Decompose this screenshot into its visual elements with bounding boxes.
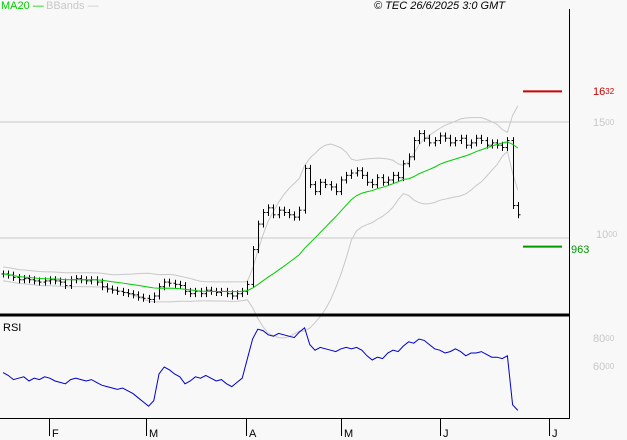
label-integer: 60 [593, 361, 606, 373]
label-integer: 15 [593, 117, 606, 129]
rsi-axis-label: 8000 [593, 333, 614, 345]
resistance-label: 1632 [593, 86, 614, 98]
label-decimals: 00 [605, 334, 615, 343]
rsi-line [2, 326, 519, 411]
month-label: A [249, 428, 257, 440]
month-label: J [443, 428, 449, 440]
bband-lower [2, 150, 519, 339]
bband-upper [2, 105, 519, 283]
copyright: © TEC 26/6/2025 3:0 GMT [374, 0, 505, 12]
month-label: J [552, 428, 558, 440]
label-integer: 80 [593, 333, 606, 345]
rsi-axis-label: 6000 [593, 361, 614, 373]
label-decimals: 00 [605, 118, 615, 127]
label-decimals: 00 [605, 362, 615, 371]
legend-ma20-label: MA20 [1, 0, 30, 12]
ma20-line [2, 141, 519, 293]
support-label: 963 [571, 244, 590, 256]
month-label: M [149, 428, 158, 440]
label-integer: 16 [593, 86, 606, 98]
label-decimals: 00 [608, 230, 618, 239]
price-axis-label: 1000 [596, 229, 617, 241]
month-label: F [52, 428, 59, 440]
legend-bbands-label: BBands [46, 0, 85, 12]
price-axis-label: 1500 [593, 117, 614, 129]
label-decimals: 32 [605, 87, 615, 96]
legend-bbands: BBands — [46, 0, 99, 12]
legend-ma20: MA20 — [1, 0, 44, 12]
month-label: M [344, 428, 353, 440]
label-integer: 10 [596, 229, 609, 241]
rsi-title: RSI [3, 322, 22, 334]
